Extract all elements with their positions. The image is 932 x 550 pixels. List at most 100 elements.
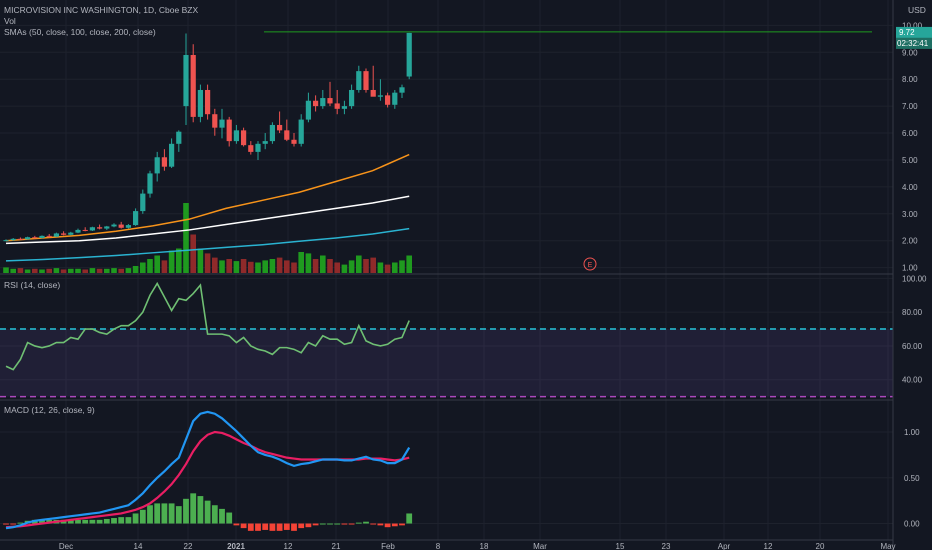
volume-bar [399, 260, 405, 273]
macd-histogram-bar [103, 518, 110, 524]
volume-bar [125, 268, 132, 273]
date-tick-label: 15 [616, 542, 625, 550]
volume-bar [377, 262, 384, 273]
candle-body [39, 235, 45, 239]
macd-histogram-bar [132, 513, 139, 524]
rsi-tick-label: 60.00 [902, 342, 923, 351]
date-tick-label: Feb [381, 542, 395, 550]
date-tick-label: Mar [533, 542, 547, 550]
volume-bar [17, 268, 24, 273]
price-badges: 9.72 02:32:41 E [583, 26, 932, 271]
candle-body [233, 130, 239, 142]
axes [0, 0, 894, 550]
volume-bar [118, 268, 124, 273]
candle-body [161, 157, 167, 167]
macd-histogram-bar [391, 523, 398, 527]
candle-body [104, 226, 110, 229]
candle-body [356, 71, 362, 90]
macd-histogram-bar [89, 519, 96, 524]
currency-label: USD [908, 5, 926, 15]
date-tick-label: Apr [718, 542, 731, 550]
macd-histogram-bar [370, 523, 377, 525]
candle-body [89, 227, 95, 231]
price-candles[interactable] [3, 31, 872, 242]
price-tick-label: 4.00 [902, 183, 918, 192]
macd-tick-label: 0.50 [904, 474, 920, 483]
candle-body [61, 233, 67, 235]
macd-histogram-bar [183, 498, 189, 524]
candle-body [305, 100, 311, 120]
candle-body [334, 103, 340, 109]
price-badge-text: 9.72 [899, 28, 915, 37]
candle-body [176, 131, 182, 144]
volume-bar [204, 253, 211, 273]
price-tick-label: 3.00 [902, 210, 918, 219]
macd-histogram-bar [197, 496, 204, 524]
price-badge [896, 26, 932, 38]
volume-bar [233, 261, 240, 273]
price-tick-label: 8.00 [902, 75, 918, 84]
volume-bar [24, 269, 31, 273]
candle-body [183, 54, 189, 107]
macd-histogram-bar [219, 508, 225, 524]
volume-bar [320, 255, 326, 273]
date-tick-label: 12 [764, 542, 773, 550]
candle-body [363, 71, 369, 90]
candle-body [82, 229, 88, 231]
date-tick-label: 8 [436, 542, 441, 550]
candle-body [248, 145, 254, 152]
date-tick-label: 18 [480, 542, 489, 550]
volume-bar [46, 268, 52, 273]
candle-body [269, 124, 275, 142]
sma-100-line [5, 195, 410, 245]
candle-body [320, 98, 326, 107]
sma-50-line [5, 153, 410, 242]
volume-bar [176, 248, 182, 273]
date-tick-label: 14 [134, 542, 143, 550]
macd-histogram-bar [298, 523, 305, 529]
volume-bar [384, 264, 391, 273]
macd-histogram-bar [147, 505, 153, 524]
volume-bar [356, 255, 362, 273]
macd-histogram-bar [262, 523, 269, 530]
macd-histogram-bar [319, 523, 326, 525]
date-tick-label: 23 [662, 542, 671, 550]
macd-histogram-bar [341, 523, 348, 525]
rsi-band [0, 328, 893, 398]
macd-histogram-bar [211, 505, 218, 524]
price-tick-label: 10.00 [902, 21, 923, 30]
candle-body [205, 89, 211, 115]
candle-body [313, 100, 319, 107]
symbol-title: MICROVISION INC WASHINGTON, 1D, Cboe BZX [4, 5, 199, 15]
time-badge [896, 37, 932, 49]
rsi-band-fill [0, 329, 893, 397]
volume-bar [154, 255, 160, 273]
macd-histogram-bar [355, 522, 362, 524]
candle-body [32, 237, 38, 239]
candle-body [291, 139, 297, 144]
price-tick-label: 9.00 [902, 48, 918, 57]
candle-body [377, 95, 383, 97]
volume-bar [312, 259, 319, 273]
candle-body [277, 124, 283, 131]
macd-histogram-bar [118, 517, 125, 524]
sma-legend: SMAs (50, close, 100, close, 200, close) [4, 27, 156, 37]
volume-bar [327, 259, 333, 273]
date-tick-label: 22 [184, 542, 193, 550]
volume-bar [104, 268, 110, 273]
grid-lines [0, 0, 893, 540]
candle-body [147, 173, 153, 194]
candle-body [255, 143, 261, 152]
candle-body [197, 89, 203, 117]
volume-bar [96, 268, 103, 273]
macd-histogram-bar [291, 523, 297, 531]
price-tick-label: 2.00 [902, 237, 918, 246]
rsi-line [5, 281, 410, 371]
volume-bar [197, 248, 204, 273]
candle-body [349, 89, 355, 107]
moving-averages [5, 153, 410, 262]
candle-body [169, 143, 175, 167]
macd-histogram-bar [75, 519, 81, 524]
volume-bar [60, 269, 67, 273]
